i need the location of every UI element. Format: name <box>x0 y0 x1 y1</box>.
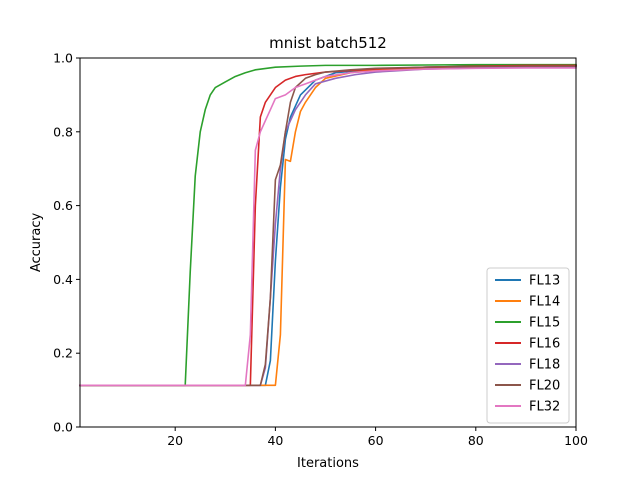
x-axis-title: Iterations <box>297 456 359 471</box>
y-tick-label: 0.0 <box>53 420 73 435</box>
x-tick-label: 80 <box>468 433 484 448</box>
legend-label-fl14: FL14 <box>529 295 560 310</box>
x-axis: 20 40 60 80 100 <box>167 427 588 448</box>
legend-label-fl15: FL15 <box>529 316 560 331</box>
y-axis: 0.0 0.2 0.4 0.6 0.8 1.0 <box>53 51 80 435</box>
legend-label-fl16: FL16 <box>529 337 560 352</box>
chart-title: mnist batch512 <box>269 34 387 52</box>
y-tick-label: 0.2 <box>53 346 73 361</box>
legend-label-fl18: FL18 <box>529 358 560 373</box>
series-line-fl20 <box>79 65 577 387</box>
series-line-fl15 <box>79 63 577 387</box>
y-tick-label: 0.4 <box>53 272 73 287</box>
plot-frame <box>79 57 577 428</box>
legend-label-fl32: FL32 <box>529 400 560 415</box>
legend-label-fl20: FL20 <box>529 379 560 394</box>
y-axis-title: Accuracy <box>29 213 44 273</box>
legend: FL13 FL14 FL15 FL16 FL18 FL20 FL32 <box>486 267 570 424</box>
x-tick-label: 100 <box>564 433 588 448</box>
y-tick-label: 0.6 <box>53 198 73 213</box>
x-tick-label: 60 <box>368 433 384 448</box>
x-tick-label: 40 <box>267 433 283 448</box>
legend-label-fl13: FL13 <box>529 274 560 289</box>
series-line-fl32 <box>79 67 577 387</box>
y-tick-label: 1.0 <box>53 51 73 66</box>
series-layer <box>79 63 577 387</box>
x-tick-label: 20 <box>167 433 183 448</box>
y-tick-label: 0.8 <box>53 124 73 139</box>
